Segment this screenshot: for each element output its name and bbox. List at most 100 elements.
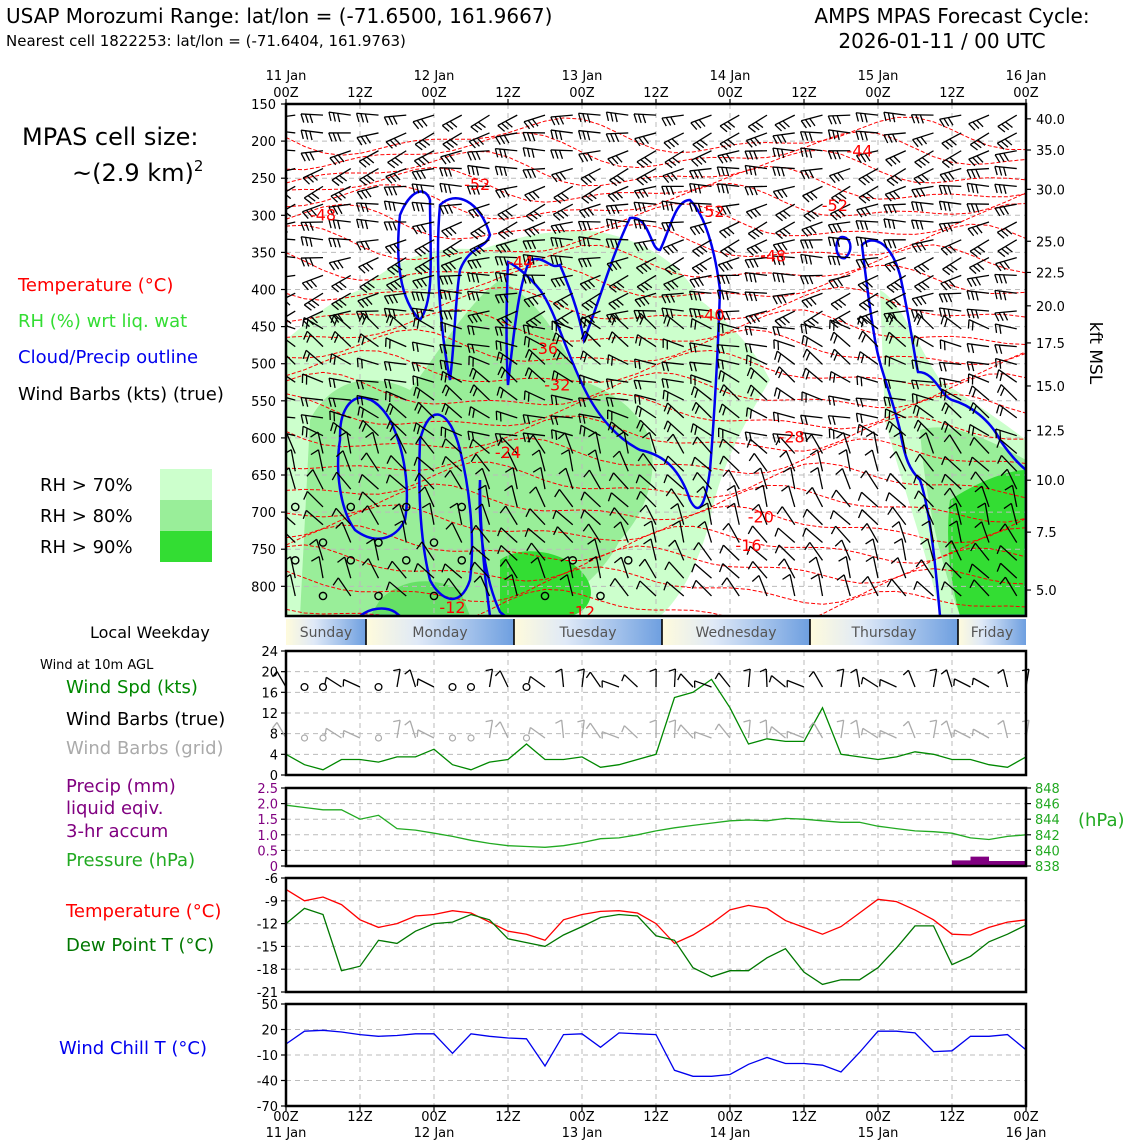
wind-barb — [286, 114, 296, 126]
legend-rh70-label: RH > 70% — [40, 475, 133, 496]
wind-barb — [560, 449, 574, 472]
wind-barb — [439, 274, 462, 285]
calm-wind-marker — [318, 682, 328, 692]
wind-barb — [921, 520, 935, 543]
wind-barb — [968, 114, 990, 131]
wind-barb — [411, 183, 435, 194]
isotherm — [286, 286, 1026, 323]
wind-barb — [745, 310, 768, 325]
wind-barb — [855, 412, 879, 424]
wind-barb — [696, 485, 713, 508]
wind-barb — [469, 545, 490, 561]
wind-barb — [772, 326, 795, 337]
wind-barb — [774, 350, 796, 365]
wind-barb — [358, 150, 379, 168]
wind-barb — [439, 167, 462, 177]
wind-barb — [553, 185, 574, 204]
weekday-name: Thursday — [850, 625, 916, 641]
wind-barb — [799, 239, 823, 249]
top-day-label: 13 Jan — [562, 69, 603, 84]
grid-wind-barb — [649, 719, 657, 739]
isotherm — [286, 437, 1026, 475]
wind-barb — [361, 558, 380, 579]
calm-wind-marker — [318, 538, 328, 547]
wind-barb — [328, 111, 351, 123]
weekday-segment — [662, 619, 810, 645]
wind-barb — [441, 563, 463, 579]
wind-barb — [414, 132, 435, 151]
wind-barb — [550, 415, 573, 426]
precip-bar — [952, 860, 971, 866]
calm-wind-marker — [346, 556, 356, 565]
bottom-day-label: 13 Jan — [562, 1126, 603, 1140]
wind-barb — [805, 433, 824, 454]
wind-barb — [300, 396, 324, 407]
wind-barb — [799, 274, 823, 285]
wind-barb — [415, 435, 435, 454]
isotherm — [286, 524, 1026, 564]
height-tick-label: 15.0 — [1036, 380, 1065, 395]
wind-barb — [580, 491, 601, 508]
wind-barbs-grid-label: Wind Barbs (grid) — [66, 738, 224, 759]
precip-bar — [970, 856, 989, 866]
grid-wind-barb — [585, 722, 602, 739]
wind-barb — [504, 574, 518, 597]
wind-barb — [440, 426, 463, 438]
wind-barb — [944, 540, 962, 561]
grid-wind-barb — [759, 719, 768, 739]
wind-barb — [801, 334, 823, 348]
wind-barb — [466, 185, 490, 195]
wind-barb — [857, 274, 879, 292]
windchill-panel: 50 20 -10 -40 -70 — [257, 998, 1028, 1115]
wind-barb — [578, 413, 601, 424]
wind-barb — [800, 253, 823, 265]
wind-barb — [634, 358, 657, 370]
precip-tick-label: 2.5 — [257, 782, 278, 797]
value-tick-label: 20 — [261, 666, 278, 681]
wind-barb — [361, 505, 380, 526]
wind-barb — [994, 150, 1017, 163]
wind-barb — [558, 467, 574, 490]
wind-barb — [522, 414, 546, 425]
wind-barb — [889, 451, 907, 472]
wind-barb — [286, 131, 296, 134]
wind-barb — [356, 239, 379, 251]
pressure-tick-label: 650 — [251, 469, 276, 484]
wind-barb — [716, 310, 740, 321]
pressure-line — [285, 804, 1027, 848]
calm-wind-marker — [596, 591, 605, 601]
wind-barb — [751, 575, 768, 597]
wind-barb — [467, 164, 490, 176]
wind-barb — [331, 507, 352, 526]
wind-barb — [858, 185, 879, 204]
wind-barb — [671, 520, 685, 543]
wind-barb — [966, 308, 990, 319]
wind-barb — [717, 358, 740, 370]
wind-barb — [800, 167, 823, 180]
wind-barb — [830, 525, 851, 543]
wind-barb — [300, 113, 324, 124]
wind-barb — [966, 361, 990, 372]
wind-barb — [441, 114, 463, 132]
top-hour-label: 12Z — [643, 86, 669, 101]
wind-barb — [744, 150, 768, 160]
cloud-outlines — [336, 190, 1026, 616]
pressure-tick-label: 300 — [251, 209, 276, 224]
wind-barb — [858, 292, 879, 311]
wind-barb — [587, 538, 602, 561]
surface-wind-barb — [342, 678, 361, 688]
bottom-day-label: 15 Jan — [858, 1126, 899, 1140]
surface-wind-barb — [953, 678, 971, 688]
wind-barb — [497, 544, 518, 561]
wind-barb — [662, 338, 684, 350]
grid-wind-barb — [971, 728, 990, 739]
wind-barb — [494, 165, 518, 177]
value-tick-label: 16 — [261, 686, 278, 701]
wind-barb — [662, 167, 684, 184]
wind-barb — [442, 239, 463, 258]
wind-barb — [938, 184, 962, 195]
bottom-hour-label: 12Z — [643, 1110, 669, 1125]
wind-barb — [836, 574, 851, 597]
isotherm — [286, 328, 1026, 366]
